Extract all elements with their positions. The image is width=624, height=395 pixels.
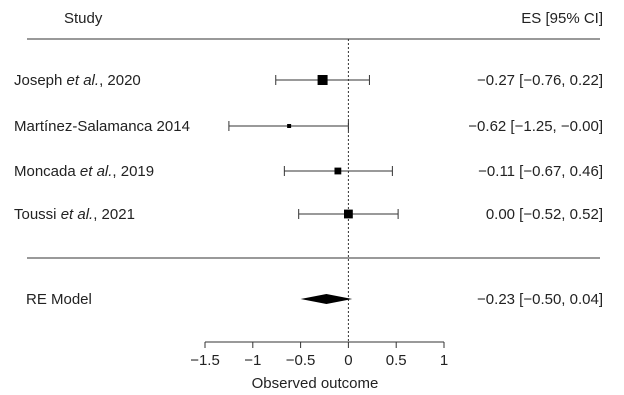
x-axis: −1.5 −1 −0.5 0 0.5 1 — [190, 341, 448, 369]
study-row: Moncada et al., 2019 −0.11 [−0.67, 0.46] — [14, 163, 603, 180]
effect-label: 0.00 [−0.52, 0.52] — [486, 206, 603, 223]
study-name: Joseph et al., 2020 — [14, 72, 141, 89]
header-es-ci: ES [95% CI] — [521, 10, 603, 27]
summary-diamond — [300, 294, 353, 304]
effect-marker — [317, 75, 328, 85]
summary-row: RE Model −0.23 [−0.50, 0.04] — [26, 291, 603, 308]
study-row: Toussi et al., 2021 0.00 [−0.52, 0.52] — [14, 206, 603, 223]
x-tick-label: 0.5 — [386, 352, 407, 369]
study-rows: Joseph et al., 2020 −0.27 [−0.76, 0.22] Ma… — [14, 72, 603, 223]
summary-label: −0.23 [−0.50, 0.04] — [477, 291, 603, 308]
x-axis-label: Observed outcome — [252, 375, 379, 392]
x-tick-label: 0 — [344, 352, 352, 369]
effect-label: −0.27 [−0.76, 0.22] — [477, 72, 603, 89]
study-row: Martínez-Salamanca 2014 −0.62 [−1.25, −0.… — [14, 118, 603, 135]
study-row: Joseph et al., 2020 −0.27 [−0.76, 0.22] — [14, 72, 603, 89]
effect-marker — [344, 209, 353, 219]
x-tick-label: −0.5 — [286, 352, 316, 369]
x-tick-label: −1.5 — [190, 352, 220, 369]
study-name: Martínez-Salamanca 2014 — [14, 118, 190, 135]
effect-marker — [287, 124, 292, 128]
study-name: Moncada et al., 2019 — [14, 163, 154, 180]
study-name: Toussi et al., 2021 — [14, 206, 135, 223]
header-study: Study — [64, 10, 103, 27]
effect-label: −0.62 [−1.25, −0.00] — [468, 118, 603, 135]
x-tick-label: −1 — [244, 352, 261, 369]
effect-label: −0.11 [−0.67, 0.46] — [478, 163, 603, 180]
summary-name: RE Model — [26, 291, 92, 308]
effect-marker — [334, 167, 342, 175]
x-tick-label: 1 — [440, 352, 448, 369]
